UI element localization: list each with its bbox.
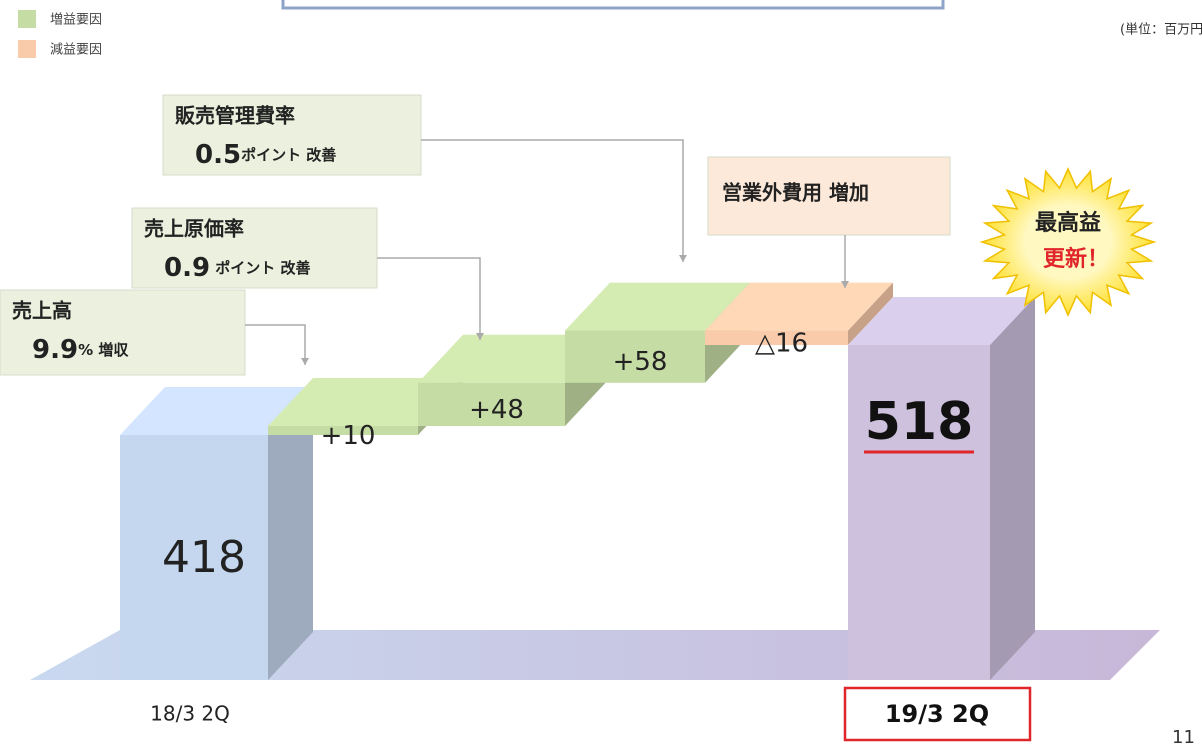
bar — [418, 382, 565, 426]
callout-figure: 0.9 — [164, 253, 210, 283]
bar-top — [268, 378, 463, 426]
callout-title: 営業外費用 増加 — [722, 181, 869, 205]
x-tick-label: 18/3 2Q — [150, 702, 230, 726]
legend-swatch — [18, 10, 36, 28]
value-label: +58 — [613, 347, 668, 377]
legend-label: 減益要因 — [50, 42, 102, 58]
callout-line — [377, 257, 481, 340]
callout-value: 0.5ポイント 改善 — [195, 140, 336, 170]
badge-star — [979, 167, 1157, 317]
legend-swatch — [18, 40, 36, 58]
callout-figure: 9.9 — [32, 335, 78, 365]
callout-note: ポイント 改善 — [210, 259, 310, 277]
callout-figure: 0.5 — [195, 140, 241, 170]
x-tick-label: 19/3 2Q — [885, 700, 989, 728]
callout-box — [162, 94, 422, 176]
callout-line — [421, 139, 684, 262]
bar — [705, 330, 848, 345]
callout-box — [0, 289, 246, 376]
bar-side — [990, 297, 1035, 680]
value-label: △16 — [755, 328, 808, 358]
bar-top — [848, 297, 1035, 345]
bar-top — [705, 282, 893, 331]
callout-arrow — [679, 255, 687, 262]
callout-line — [245, 324, 306, 365]
bar — [565, 330, 705, 383]
callout-arrow — [301, 358, 309, 365]
callout-title: 販売管理費率 — [175, 104, 295, 128]
callout-value: 0.9 ポイント 改善 — [164, 253, 311, 283]
title-frame — [281, 0, 945, 10]
callout-title: 売上高 — [12, 299, 72, 323]
callout-box — [707, 156, 951, 236]
badge-line: 最高益 — [1035, 210, 1101, 236]
legend-label: 増益要因 — [50, 13, 102, 28]
bar-side — [848, 282, 893, 345]
bar — [268, 426, 418, 435]
callout-note: % 増収 — [78, 341, 129, 359]
value-label: +48 — [469, 395, 524, 425]
bar-top — [418, 334, 610, 383]
highlight-box — [843, 686, 1032, 742]
bar — [848, 345, 990, 680]
value-label: 418 — [162, 532, 246, 583]
unit-label: (単位：百万円) — [1120, 22, 1202, 38]
value-label: +10 — [321, 421, 376, 451]
bar-side — [268, 387, 313, 680]
callout-value: 9.9% 増収 — [32, 335, 129, 365]
value-label: 518 — [865, 392, 974, 452]
bar-top — [120, 387, 313, 435]
badge-line: 更新！ — [1043, 246, 1109, 272]
callout-arrow — [476, 333, 484, 340]
page-number: 11 — [1172, 727, 1195, 748]
bar-top — [565, 282, 750, 331]
callout-box — [131, 207, 378, 289]
bar — [120, 435, 268, 680]
callout-note: ポイント 改善 — [241, 146, 336, 164]
callout-arrow — [841, 281, 849, 288]
callout-title: 売上原価率 — [144, 217, 244, 241]
